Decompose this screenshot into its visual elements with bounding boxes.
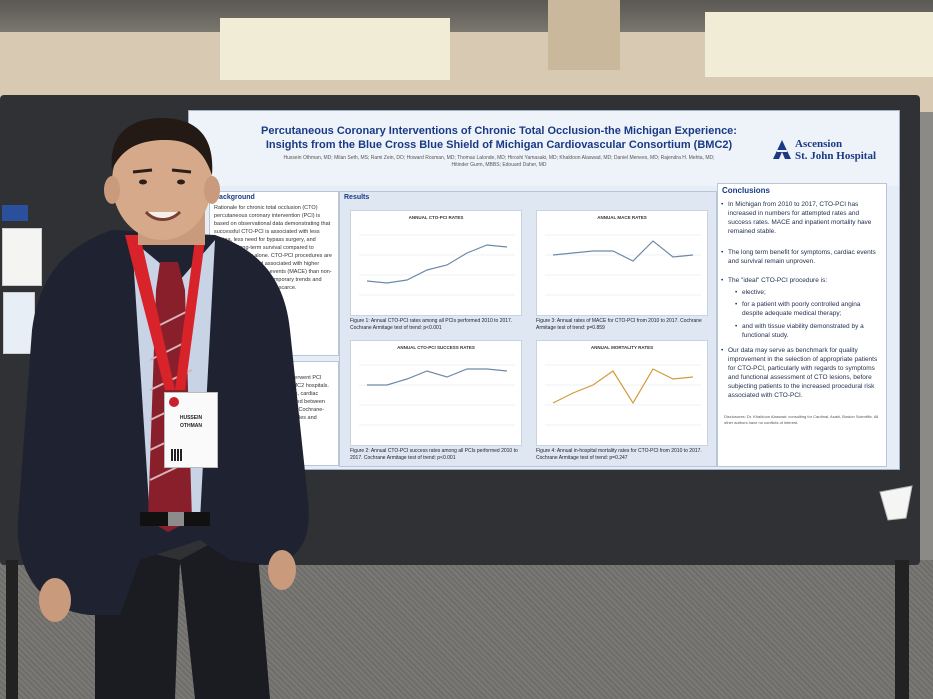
poster-header: Percutaneous Coronary Interventions of C… (189, 111, 899, 186)
hospital-logo: Ascension St. John Hospital (771, 137, 886, 165)
logo-name: Ascension (795, 138, 843, 150)
research-poster: Percutaneous Coronary Interventions of C… (188, 110, 900, 470)
logo-subtitle: St. John Hospital (795, 150, 876, 162)
board-leg (6, 560, 18, 699)
wall-panel (220, 18, 450, 80)
figure-title: ANNUAL MACE RATES (597, 215, 647, 220)
figure-title: ANNUAL CTO-PCI SUCCESS RATES (397, 345, 475, 350)
ideal-item: elective; (735, 288, 878, 297)
poster-authors: Hussein Othman, MD; Milan Seth, MS; Rami… (283, 155, 715, 168)
qr-code-icon (171, 449, 183, 461)
figure-mortality-rates: ANNUAL MORTALITY RATES (536, 340, 708, 446)
conclusion-item: Our data may serve as benchmark for qual… (721, 346, 878, 400)
poster-title-line2: Insights from the Blue Cross Blue Shield… (265, 139, 733, 151)
background-title: Background (214, 194, 255, 201)
ascension-cross-icon (773, 140, 791, 159)
pillar (548, 0, 620, 70)
ideal-item: and with tissue viability demonstrated b… (735, 322, 878, 340)
conclusion-item: In Michigan from 2010 to 2017, CTO-PCI h… (721, 200, 878, 236)
figure-caption: Figure 2: Annual CTO-PCI success rates a… (350, 448, 518, 461)
series-line (366, 244, 508, 284)
background-text: Rationale for chronic total occlusion (C… (214, 205, 332, 291)
figure-caption: Figure 3: Annual rates of MACE for CTO-P… (536, 318, 702, 331)
disclosures: Disclosures: Dr. Khaldoon Alaswad: consu… (724, 414, 879, 425)
conclusion-item: The long term benefit for symptoms, card… (721, 248, 878, 266)
conclusion-item: The "ideal" CTO-PCI procedure is: (721, 276, 878, 285)
figure-cto-pci-rates: ANNUAL CTO-PCI RATES (350, 210, 522, 316)
back-wall (0, 0, 933, 112)
conclusions-section: Conclusions In Michigan from 2010 to 201… (717, 183, 887, 467)
figure-caption: Figure 1: Annual CTO-PCI rates among all… (350, 318, 513, 331)
pinned-tag (2, 205, 28, 221)
figure-title: ANNUAL MORTALITY RATES (590, 345, 654, 350)
carpet-floor (0, 560, 933, 699)
results-section: Results ANNUAL CTO-PCI RATES Figure 1: A… (339, 191, 717, 467)
paper-cup-icon (879, 485, 913, 521)
line-chart (545, 364, 701, 426)
series-line (367, 368, 508, 386)
series-line (552, 368, 694, 405)
series-line (552, 240, 694, 262)
figure-mace-rates: ANNUAL MACE RATES (536, 210, 708, 316)
results-title: Results (344, 194, 370, 201)
figure-title: ANNUAL CTO-PCI RATES (408, 215, 464, 220)
badge-first-name: HUSSEIN (179, 415, 203, 421)
line-chart (359, 234, 515, 296)
board-leg (895, 560, 909, 699)
line-chart (359, 364, 515, 426)
ideal-item: for a patient with poorly controlled ang… (735, 300, 878, 318)
pinned-paper (2, 228, 42, 286)
figure-success-rates: ANNUAL CTO-PCI SUCCESS RATES (350, 340, 522, 446)
line-chart (545, 234, 701, 296)
methods-section: Methods We included all patients who und… (209, 361, 339, 466)
pinned-paper (3, 292, 35, 354)
conclusions-title: Conclusions (722, 186, 771, 195)
poster-title-line1: Percutaneous Coronary Interventions of C… (261, 125, 737, 137)
background-section: Background Rationale for chronic total o… (209, 191, 339, 356)
name-badge: HUSSEIN OTHMAN (164, 392, 218, 468)
methods-title: Methods (214, 364, 243, 371)
figure-caption: Figure 4: Annual in-hospital mortality r… (536, 448, 702, 461)
badge-last-name: OTHMAN (180, 423, 202, 429)
badge-logo-icon (169, 397, 179, 407)
wall-panel (705, 12, 933, 77)
methods-text: We included all patients who underwent P… (214, 375, 329, 429)
